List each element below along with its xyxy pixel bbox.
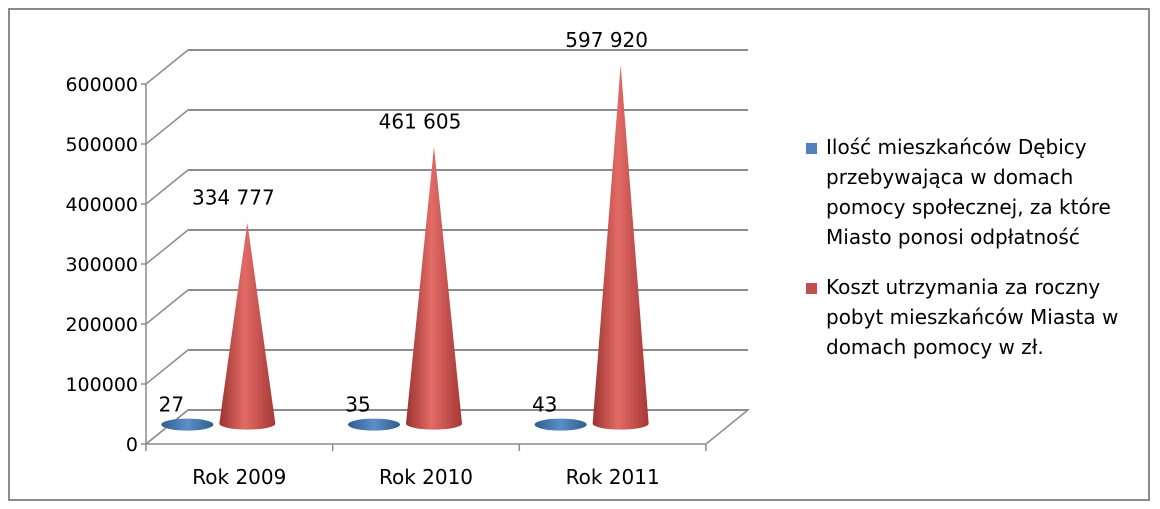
gridline-diagonal (145, 349, 189, 385)
legend-swatch-count (806, 143, 817, 154)
bar-count-series (161, 418, 214, 431)
axes: 0 100000 200000 300000 400000 500000 600000 Rok… (65, 74, 707, 489)
y-tick-label: 100000 (65, 374, 138, 396)
x-tick-label: Rok 2011 (566, 465, 660, 489)
y-tick-label: 500000 (65, 134, 138, 156)
y-tick-label: 600000 (65, 74, 138, 96)
gridline-diagonal (145, 229, 189, 265)
x-tick-label: Rok 2009 (192, 465, 286, 489)
bar-cost-series (406, 146, 462, 430)
chart-marks: 27 334 777 35 461 605 43 597 920 (159, 28, 649, 431)
legend-swatch-cost (806, 283, 817, 294)
data-label-cost: 461 605 (379, 110, 462, 134)
gridline-diagonal (145, 289, 189, 325)
legend-label-count: Ilość mieszkańców Dębicy przebywająca w … (826, 135, 1111, 249)
data-label-cost: 597 920 (565, 28, 648, 52)
bar-cost-series (219, 222, 276, 430)
x-tick-label: Rok 2010 (379, 465, 473, 489)
bar-count-series (534, 418, 587, 431)
gridline-diagonal (145, 49, 189, 85)
y-tick-label: 400000 (65, 194, 138, 216)
y-tick-label: 300000 (65, 254, 138, 276)
data-label-count: 43 (532, 393, 557, 417)
bar-count-series (348, 418, 400, 431)
data-label-count: 35 (345, 393, 370, 417)
data-label-cost: 334 777 (192, 186, 275, 210)
bar-cost-series (592, 64, 649, 430)
legend-label-cost: Koszt utrzymania za roczny pobyt mieszka… (826, 275, 1119, 359)
y-tick-label: 200000 (65, 314, 138, 336)
gridline-diagonal (145, 109, 189, 145)
gridline-diagonal (145, 169, 189, 205)
y-tick-label: 0 (126, 434, 138, 456)
data-label-count: 27 (159, 393, 184, 417)
